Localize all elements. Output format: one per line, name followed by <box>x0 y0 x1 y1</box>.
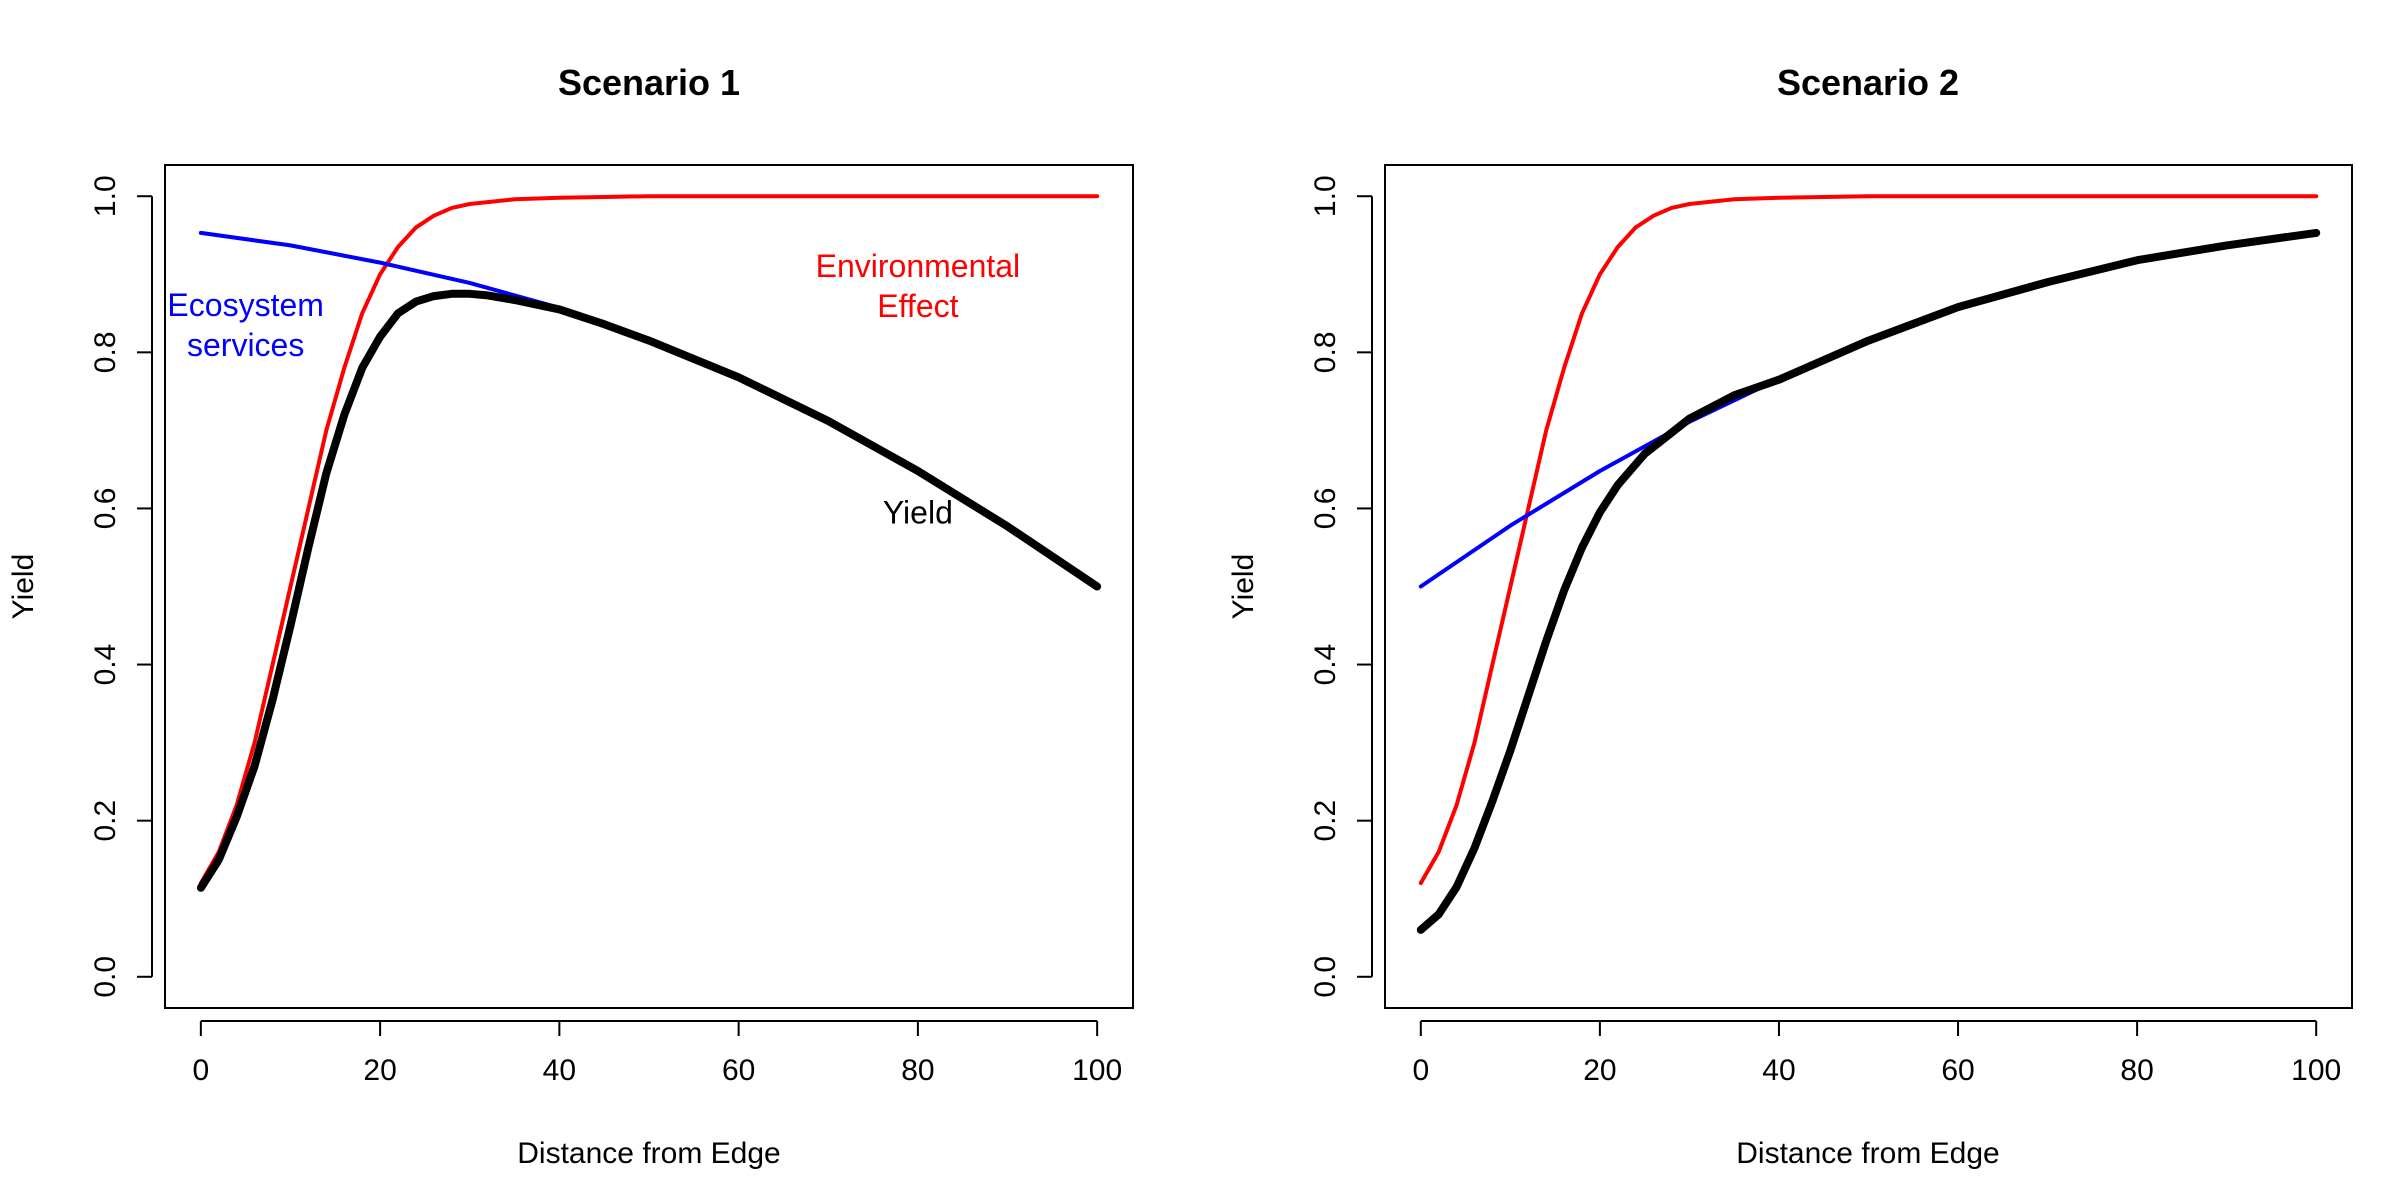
scenario-2-panel: Scenario 2 0 20 40 60 80 100 0.0 0.2 0.4 0.6 0.8 1.0… <box>1227 62 2353 1170</box>
plot-frame <box>1384 164 2353 1009</box>
x-tick-label: 0 <box>193 1054 210 1087</box>
yield-line <box>1416 228 2321 934</box>
x-tick-label: 60 <box>1941 1054 1974 1087</box>
y-tick-label: 0.0 <box>89 956 122 998</box>
x-tick-label: 20 <box>363 1054 396 1087</box>
x-axis-label: Distance from Edge <box>1736 1137 1999 1170</box>
annotation-label: Environmental <box>816 248 1021 284</box>
environmental-effect-line <box>1418 194 2319 886</box>
y-tick-label: 1.0 <box>1309 175 1342 217</box>
ecosystem-services-line <box>198 230 1100 589</box>
y-tick-label: 0.2 <box>89 800 122 842</box>
y-tick-label: 0.8 <box>1309 331 1342 373</box>
chart-title: Scenario 2 <box>1777 62 1959 103</box>
y-axis-label: Yield <box>1227 554 1260 620</box>
x-tick-label: 60 <box>722 1054 755 1087</box>
annotation-label: Yield <box>883 494 953 530</box>
y-axis-label: Yield <box>7 554 40 620</box>
x-tick-label: 80 <box>901 1054 934 1087</box>
y-tick-label: 0.4 <box>1309 644 1342 686</box>
annotation-label: Effect <box>877 288 958 324</box>
plot-frame <box>164 164 1134 1009</box>
chart-title: Scenario 1 <box>558 62 740 103</box>
x-tick-label: 0 <box>1412 1054 1429 1087</box>
y-tick-label: 0.0 <box>1309 956 1342 998</box>
y-tick-label: 0.6 <box>1309 488 1342 530</box>
x-tick-label: 100 <box>1072 1054 1122 1087</box>
y-tick-label: 0.8 <box>89 331 122 373</box>
x-tick-label: 100 <box>2291 1054 2341 1087</box>
y-tick-label: 0.4 <box>89 644 122 686</box>
x-tick-label: 40 <box>1762 1054 1795 1087</box>
y-tick-label: 0.2 <box>1309 800 1342 842</box>
scenario-1-panel: Scenario 1 0 20 40 60 80 100 0.0 0.2 0.4 0.6 0.8 1.0… <box>7 62 1134 1170</box>
yield-line <box>196 289 1102 892</box>
environmental-effect-line <box>198 194 1100 886</box>
x-tick-label: 20 <box>1583 1054 1616 1087</box>
y-tick-label: 0.6 <box>89 488 122 530</box>
y-tick-label: 1.0 <box>89 175 122 217</box>
annotation-label: Ecosystem <box>167 287 323 323</box>
annotation-label: services <box>187 327 304 363</box>
x-tick-label: 80 <box>2120 1054 2153 1087</box>
ecosystem-services-line <box>1418 230 2319 589</box>
x-axis-label: Distance from Edge <box>517 1137 780 1170</box>
x-tick-label: 40 <box>543 1054 576 1087</box>
